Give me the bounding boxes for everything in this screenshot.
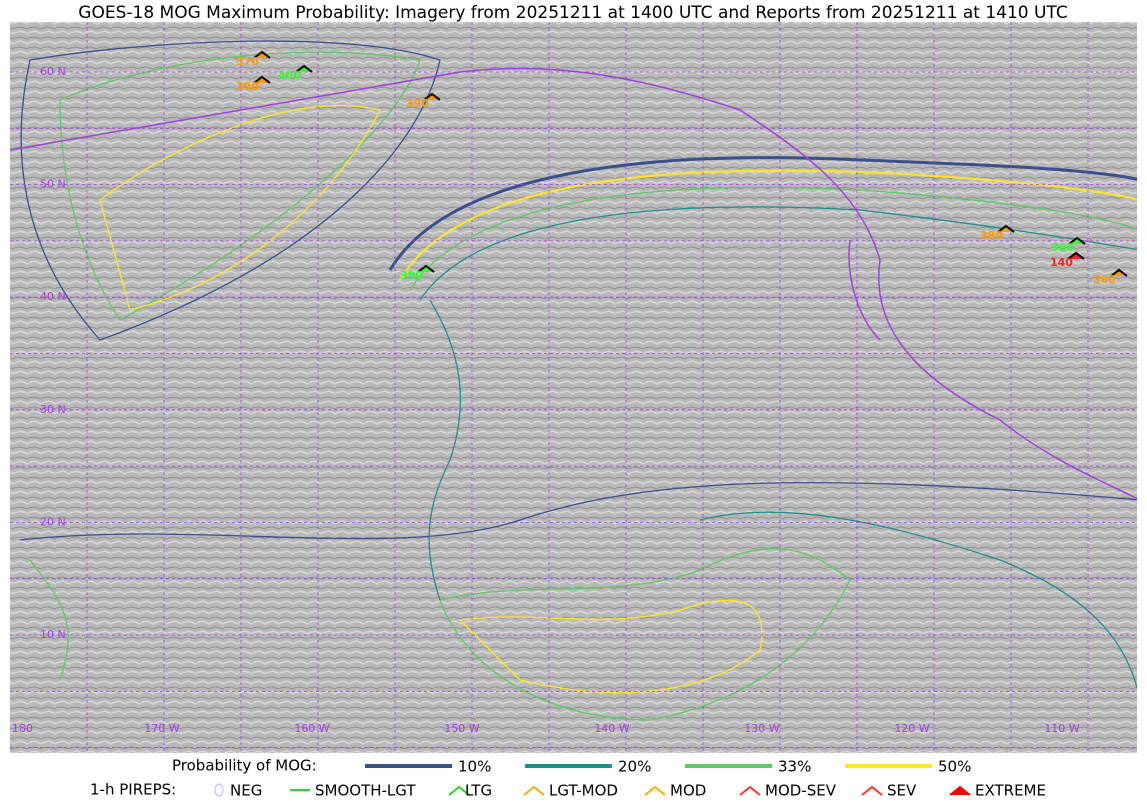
legend-swatch — [448, 785, 470, 796]
pirep-symbol — [295, 64, 313, 73]
pirep-reports: 370 390 400 390 390 380 360 140 360 — [236, 50, 1128, 286]
legend-label: SMOOTH-LGT — [315, 782, 416, 800]
pirep-label: 390 — [400, 269, 423, 282]
coastlines — [10, 67, 1137, 500]
lat-label: 10 N — [40, 628, 66, 641]
legend-label: MOD-SEV — [765, 782, 837, 800]
lat-label: 40 N — [40, 290, 66, 303]
legend-title: 1-h PIREPS: — [90, 781, 176, 799]
lon-label: 170 W — [144, 722, 179, 735]
lon-label: 110 W — [1044, 722, 1079, 735]
graticule: 60 N 50 N 40 N 30 N 20 N 10 N 180 170 W 160 W 150… — [10, 22, 1137, 753]
pirep-symbol — [423, 92, 441, 101]
legend: Probability of MOG: 10% 20% 33% 50% 1-h PIREP… — [90, 757, 1046, 800]
lat-label: 30 N — [40, 403, 66, 416]
pirep-label: 360 — [1093, 273, 1116, 286]
legend-title: Probability of MOG: — [172, 757, 317, 775]
legend-swatch — [949, 785, 971, 796]
legend-swatch — [644, 785, 666, 796]
legend-swatch — [214, 783, 224, 797]
pirep-symbol — [253, 50, 271, 59]
pirep-symbol — [253, 75, 271, 84]
lat-label: 20 N — [40, 515, 66, 528]
lon-label: 180 — [12, 722, 33, 735]
lat-label: 50 N — [40, 178, 66, 191]
legend-swatch — [739, 785, 761, 796]
legend-label: NEG — [230, 782, 262, 800]
pirep-symbol — [1067, 251, 1085, 260]
legend-label: 20% — [618, 758, 651, 776]
legend-label: 50% — [938, 758, 971, 776]
lon-label: 150 W — [444, 722, 479, 735]
pirep-label: 380 — [980, 229, 1003, 242]
title: GOES-18 MOG Maximum Probability: Imagery… — [78, 3, 1067, 23]
lon-label: 130 W — [744, 722, 779, 735]
pirep-symbol — [1068, 236, 1086, 245]
legend-label: EXTREME — [975, 782, 1046, 800]
legend-label: SEV — [887, 782, 917, 800]
legend-label: 10% — [458, 758, 491, 776]
legend-swatch — [861, 785, 883, 796]
pirep-label: 390 — [236, 80, 259, 93]
pirep-symbol — [417, 264, 435, 273]
pirep-label: 400 — [278, 69, 301, 82]
legend-label: LGT-MOD — [549, 782, 618, 800]
legend-swatch — [523, 785, 545, 796]
pirep-label: 390 — [406, 97, 429, 110]
lon-label: 120 W — [894, 722, 929, 735]
pirep-symbol — [997, 224, 1015, 233]
lon-label: 160 W — [294, 722, 329, 735]
legend-label: MOD — [670, 782, 706, 800]
contours — [19, 40, 1137, 721]
map-area: 60 N 50 N 40 N 30 N 20 N 10 N 180 170 W 160 W 150… — [10, 22, 1137, 753]
legend-label: 33% — [778, 758, 811, 776]
pirep-label: 360 — [1051, 241, 1074, 254]
lon-label: 140 W — [594, 722, 629, 735]
pirep-label: 370 — [236, 55, 259, 68]
pirep-symbol — [1110, 268, 1128, 277]
lat-label: 60 N — [40, 65, 66, 78]
legend-label: LTG — [465, 782, 492, 800]
pirep-label: 140 — [1050, 256, 1073, 269]
